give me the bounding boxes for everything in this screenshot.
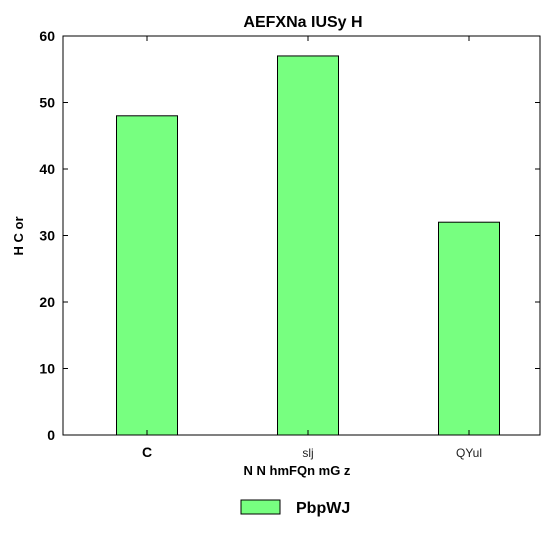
x-axis-label: N N hmFQn mG z: [244, 463, 351, 478]
x-tick-label-2: QYul: [456, 446, 482, 460]
y-tick-label-0: 0: [47, 427, 55, 443]
y-tick-label-30: 30: [39, 228, 55, 244]
x-tick-label-0: C: [142, 444, 152, 460]
bar-c: [116, 115, 178, 436]
legend: PbpWJ: [240, 499, 350, 517]
chart-title: AEFXNa IUSy H: [243, 14, 362, 31]
legend-swatch: [240, 499, 281, 515]
y-tick-label-20: 20: [39, 294, 55, 310]
bars-group: [116, 55, 500, 436]
y-tick-label-10: 10: [39, 361, 55, 377]
y-axis-ticks: 0 10 20 30 40 50 60: [39, 28, 540, 443]
y-tick-label-50: 50: [39, 95, 55, 111]
x-tick-label-1: slj: [302, 446, 313, 460]
legend-label: PbpWJ: [296, 500, 350, 517]
bar-qyul: [438, 221, 500, 436]
y-axis-label: H C or: [11, 217, 26, 256]
bar-slj: [277, 55, 339, 436]
y-tick-label-60: 60: [39, 28, 55, 44]
y-tick-label-40: 40: [39, 161, 55, 177]
